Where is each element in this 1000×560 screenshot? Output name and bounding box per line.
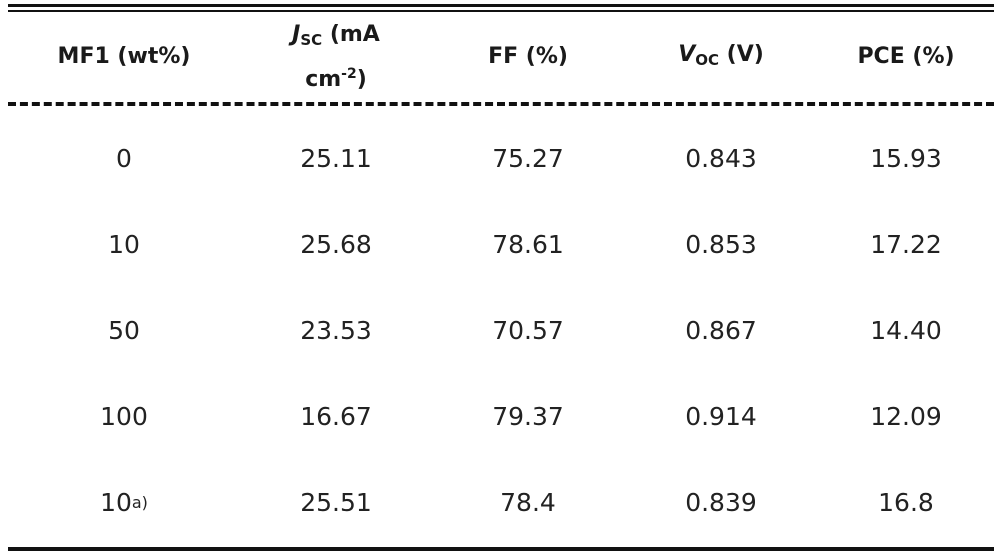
cell-ff: 79.37 (492, 401, 564, 431)
table-header-row: MF1 (wt%) JSC (mA cm-2) FF (%) VOC (V) P… (8, 14, 994, 100)
header-voc-subscript: OC (695, 50, 719, 69)
header-mf1-label: MF1 (wt%) (57, 44, 191, 69)
cell-pce: 15.93 (870, 143, 942, 173)
cell-mf1-value: 10 (108, 229, 140, 259)
table-bottom-rule (8, 547, 994, 551)
table-top-rule (8, 4, 994, 7)
cell-mf1: 10 a) (8, 488, 240, 517)
cell-ff: 75.27 (492, 143, 564, 173)
header-jsc-line1: JSC (mA (292, 18, 380, 57)
header-pce: PCE (%) (818, 40, 994, 74)
cell-voc: 0.867 (685, 315, 757, 345)
cell-voc: 0.843 (685, 143, 757, 173)
cell-mf1: 0 (8, 144, 240, 173)
header-voc-label: VOC (V) (678, 38, 764, 77)
cell-jsc: 23.53 (300, 315, 372, 345)
header-jsc-subscript: SC (300, 30, 323, 49)
table-row: 10 a) 25.51 78.4 0.839 16.8 (8, 462, 994, 542)
header-dashed-rule (8, 102, 994, 106)
cell-voc: 0.839 (685, 487, 757, 517)
cell-mf1: 100 (8, 402, 240, 431)
header-jsc-stack: JSC (mA cm-2) (292, 18, 380, 97)
cell-mf1-footnote: a) (131, 492, 148, 512)
header-jsc-unit-close: ) (356, 66, 367, 92)
table-row: 0 25.11 75.27 0.843 15.93 (8, 118, 994, 198)
cell-jsc: 16.67 (300, 401, 372, 431)
header-ff-label: FF (%) (488, 44, 568, 69)
header-jsc-symbol: J (292, 21, 301, 47)
cell-mf1: 10 (8, 230, 240, 259)
header-jsc-line2: cm-2) (305, 57, 367, 97)
header-pce-label: PCE (%) (857, 44, 955, 69)
cell-mf1-value: 50 (108, 315, 140, 345)
cell-pce: 16.8 (878, 487, 934, 517)
table-row: 10 25.68 78.61 0.853 17.22 (8, 204, 994, 284)
table-row: 100 16.67 79.37 0.914 12.09 (8, 376, 994, 456)
header-voc-unit: (V) (719, 41, 764, 67)
header-jsc: JSC (mA cm-2) (240, 18, 432, 97)
cell-ff: 70.57 (492, 315, 564, 345)
cell-mf1-value: 100 (100, 401, 148, 431)
cell-mf1-value: 10 (100, 487, 132, 517)
cell-jsc: 25.11 (300, 143, 372, 173)
header-voc: VOC (V) (624, 38, 818, 77)
cell-pce: 14.40 (870, 315, 942, 345)
cell-ff: 78.61 (492, 229, 564, 259)
cell-voc: 0.914 (685, 401, 757, 431)
cell-mf1: 50 (8, 316, 240, 345)
cell-voc: 0.853 (685, 229, 757, 259)
cell-jsc: 25.68 (300, 229, 372, 259)
header-voc-symbol: V (678, 41, 696, 67)
table-top-rule-inner (8, 10, 994, 12)
table-row: 50 23.53 70.57 0.867 14.40 (8, 290, 994, 370)
cell-pce: 17.22 (870, 229, 942, 259)
header-jsc-unit-open: (mA (322, 21, 380, 47)
cell-mf1-value: 0 (116, 143, 132, 173)
header-ff: FF (%) (432, 40, 624, 74)
cell-jsc: 25.51 (300, 487, 372, 517)
header-jsc-unit-cm: cm (305, 66, 342, 92)
cell-ff: 78.4 (500, 487, 556, 517)
photovoltaic-parameters-table: MF1 (wt%) JSC (mA cm-2) FF (%) VOC (V) P… (8, 0, 994, 560)
cell-pce: 12.09 (870, 401, 942, 431)
header-mf1: MF1 (wt%) (8, 40, 240, 74)
header-jsc-unit-exponent: -2 (341, 65, 357, 82)
